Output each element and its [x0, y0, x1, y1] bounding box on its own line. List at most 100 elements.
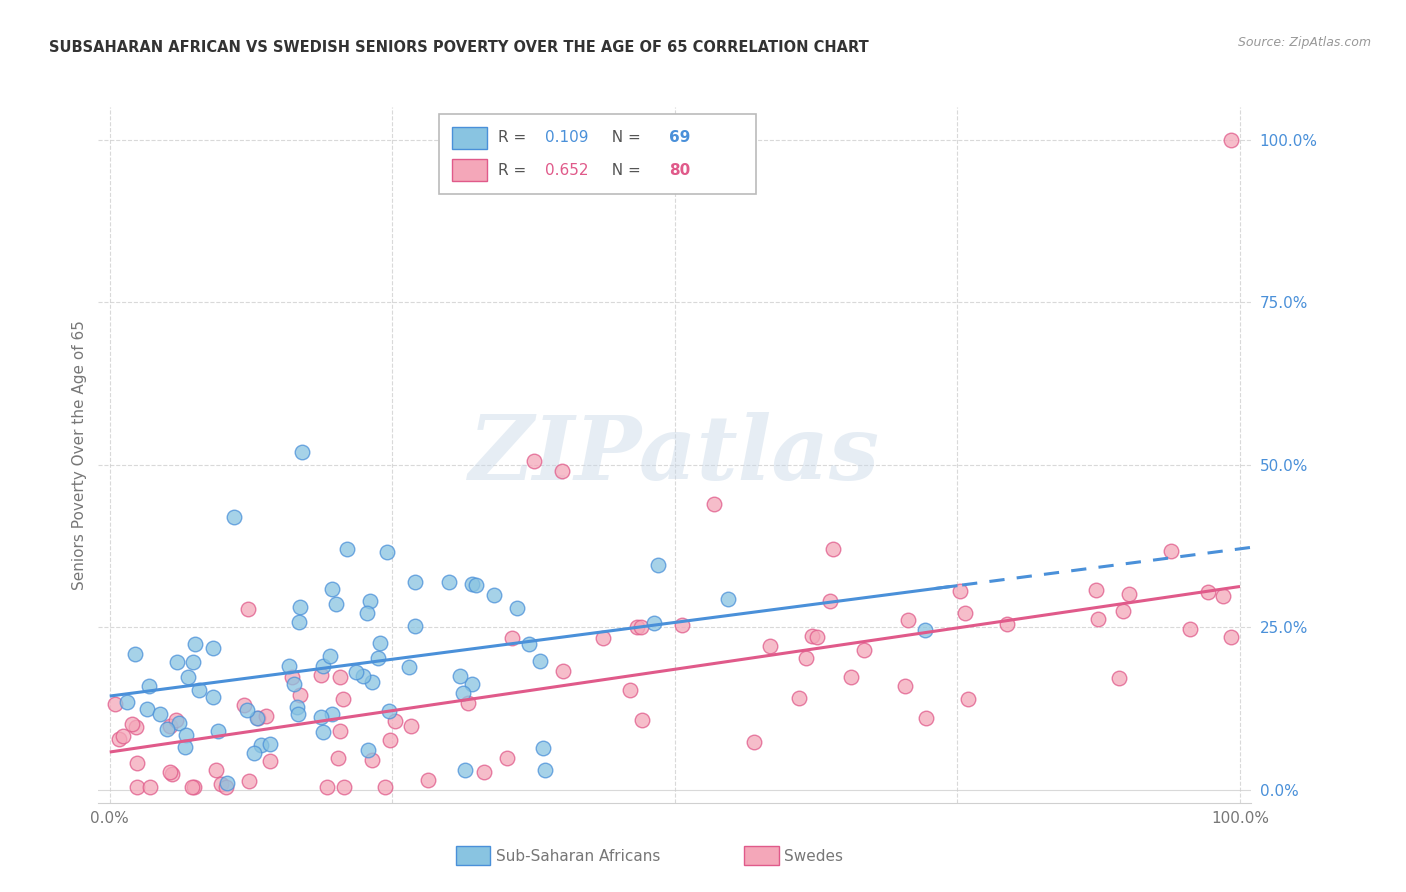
Point [291, 444, 314, 458]
Point [384, 714, 406, 729]
Point [449, 669, 471, 683]
Point [457, 696, 479, 710]
Point [205, 763, 228, 777]
Point [254, 709, 277, 723]
Point [115, 695, 138, 709]
Point [454, 763, 477, 777]
Point [332, 780, 354, 794]
Point [437, 574, 460, 589]
Point [309, 668, 332, 682]
Point [356, 606, 378, 620]
Point [183, 780, 205, 794]
Point [787, 691, 810, 706]
Point [523, 454, 546, 468]
Point [1112, 604, 1135, 618]
Point [352, 669, 374, 683]
Text: 0.652: 0.652 [544, 163, 588, 178]
Point [551, 464, 574, 478]
Point [326, 751, 349, 765]
Point [404, 574, 426, 589]
Point [897, 613, 920, 627]
Point [181, 655, 204, 669]
Point [165, 713, 187, 727]
Point [1197, 584, 1219, 599]
Point [460, 677, 482, 691]
Point [104, 697, 127, 711]
Text: Swedes: Swedes [785, 849, 844, 863]
Point [174, 728, 197, 742]
Point [375, 545, 398, 559]
Point [259, 737, 281, 751]
Point [124, 647, 146, 661]
Point [398, 660, 420, 674]
Point [631, 714, 654, 728]
Point [135, 702, 157, 716]
Point [183, 636, 205, 650]
Point [312, 725, 335, 739]
Text: R =: R = [499, 163, 531, 178]
Point [1219, 630, 1241, 644]
Text: R =: R = [499, 130, 531, 145]
Point [243, 746, 266, 760]
Point [217, 776, 239, 790]
Point [716, 591, 738, 606]
Point [368, 636, 391, 650]
Point [914, 623, 936, 637]
Point [316, 780, 339, 794]
Point [285, 699, 308, 714]
Point [703, 497, 725, 511]
Point [321, 582, 343, 597]
Point [619, 682, 641, 697]
Point [626, 620, 648, 634]
Point [281, 670, 304, 684]
Point [643, 615, 665, 630]
Point [794, 651, 817, 665]
Point [125, 756, 148, 771]
Point [742, 735, 765, 749]
Point [361, 675, 384, 690]
Point [461, 577, 484, 591]
Point [215, 780, 238, 794]
Point [177, 670, 200, 684]
Point [309, 710, 332, 724]
Text: N =: N = [602, 163, 645, 178]
Point [818, 594, 841, 608]
Point [367, 650, 389, 665]
Point [332, 692, 354, 706]
Point [361, 753, 384, 767]
Text: 69: 69 [669, 130, 690, 145]
Point [1108, 671, 1130, 685]
Point [374, 780, 396, 794]
Point [283, 677, 305, 691]
Point [111, 729, 134, 743]
Point [377, 704, 399, 718]
Point [404, 618, 426, 632]
Point [356, 742, 378, 756]
Point [127, 780, 149, 794]
FancyBboxPatch shape [744, 846, 779, 865]
Point [336, 542, 359, 557]
Point [277, 659, 299, 673]
Point [671, 617, 693, 632]
Point [1180, 622, 1202, 636]
Point [159, 719, 181, 733]
Point [533, 740, 555, 755]
Point [416, 772, 439, 787]
Point [1118, 587, 1140, 601]
Point [259, 754, 281, 768]
Point [344, 665, 367, 680]
Point [359, 594, 381, 608]
Point [529, 654, 551, 668]
Point [501, 631, 523, 645]
Point [236, 703, 259, 717]
Point [806, 630, 828, 644]
Point [894, 679, 917, 693]
Point [759, 640, 782, 654]
Point [107, 732, 129, 747]
Point [551, 664, 574, 678]
Point [995, 617, 1018, 632]
Point [201, 690, 224, 704]
Point [329, 723, 352, 738]
Point [630, 620, 652, 634]
Text: ZIPatlas: ZIPatlas [470, 412, 880, 498]
